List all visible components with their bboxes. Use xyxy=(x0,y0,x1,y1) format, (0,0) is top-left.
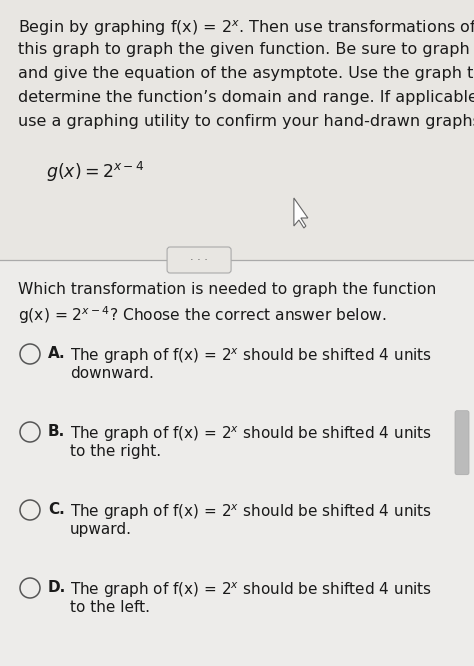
FancyBboxPatch shape xyxy=(455,411,469,475)
Text: The graph of f(x) = 2$^x$ should be shifted 4 units: The graph of f(x) = 2$^x$ should be shif… xyxy=(70,346,432,366)
Text: to the left.: to the left. xyxy=(70,600,150,615)
FancyBboxPatch shape xyxy=(0,260,474,666)
Text: $g(x) = 2^{x-4}$: $g(x) = 2^{x-4}$ xyxy=(46,160,145,184)
Text: this graph to graph the given function. Be sure to graph: this graph to graph the given function. … xyxy=(18,42,470,57)
Text: to the right.: to the right. xyxy=(70,444,161,459)
Text: D.: D. xyxy=(48,580,66,595)
Text: use a graphing utility to confirm your hand-drawn graphs.: use a graphing utility to confirm your h… xyxy=(18,114,474,129)
Text: determine the function’s domain and range. If applicable,: determine the function’s domain and rang… xyxy=(18,90,474,105)
Text: downward.: downward. xyxy=(70,366,154,381)
Text: A.: A. xyxy=(48,346,65,361)
Text: Begin by graphing f(x) = 2$^x$. Then use transformations of: Begin by graphing f(x) = 2$^x$. Then use… xyxy=(18,18,474,37)
Text: The graph of f(x) = 2$^x$ should be shifted 4 units: The graph of f(x) = 2$^x$ should be shif… xyxy=(70,580,432,599)
Text: g(x) = 2$^{x-4}$? Choose the correct answer below.: g(x) = 2$^{x-4}$? Choose the correct ans… xyxy=(18,304,386,326)
Text: Which transformation is needed to graph the function: Which transformation is needed to graph … xyxy=(18,282,437,297)
Text: and give the equation of the asymptote. Use the graph to: and give the equation of the asymptote. … xyxy=(18,66,474,81)
FancyBboxPatch shape xyxy=(0,0,474,260)
Text: The graph of f(x) = 2$^x$ should be shifted 4 units: The graph of f(x) = 2$^x$ should be shif… xyxy=(70,424,432,444)
Text: B.: B. xyxy=(48,424,65,439)
Polygon shape xyxy=(294,198,308,228)
Text: · · ·: · · · xyxy=(190,255,208,265)
FancyBboxPatch shape xyxy=(167,247,231,273)
Text: The graph of f(x) = 2$^x$ should be shifted 4 units: The graph of f(x) = 2$^x$ should be shif… xyxy=(70,502,432,521)
Text: C.: C. xyxy=(48,502,65,517)
Text: upward.: upward. xyxy=(70,522,132,537)
